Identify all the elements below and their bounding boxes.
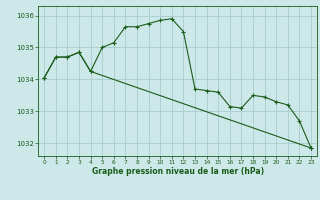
X-axis label: Graphe pression niveau de la mer (hPa): Graphe pression niveau de la mer (hPa) bbox=[92, 167, 264, 176]
